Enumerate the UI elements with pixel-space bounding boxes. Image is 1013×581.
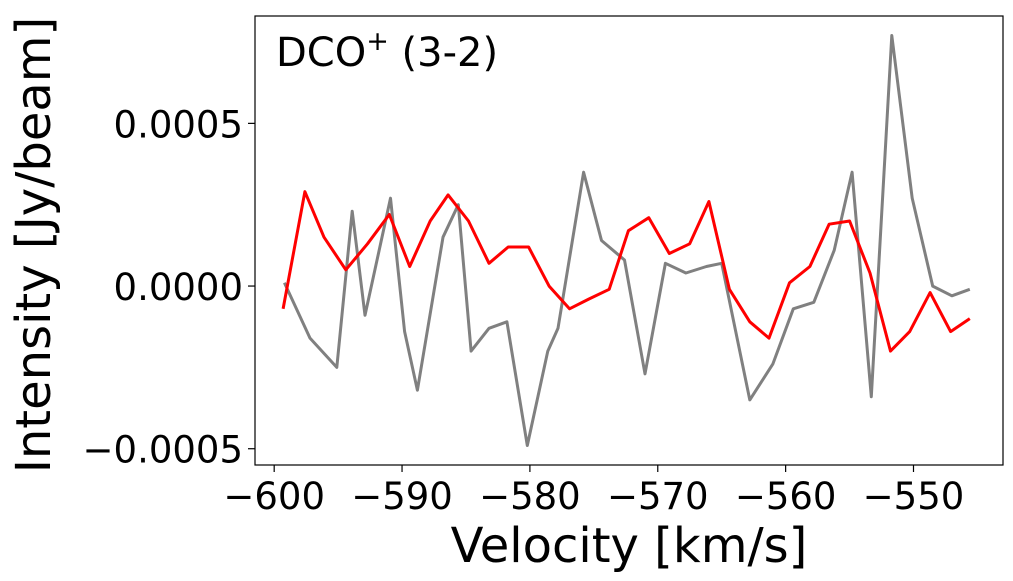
y-tick-label: −0.0005: [83, 429, 243, 472]
plot-frame: [254, 15, 1004, 466]
y-axis-label: Intensity [Jy/beam]: [6, 17, 62, 474]
series-line-2: [281, 190, 971, 353]
y-axis-ticks: 0.0005 0.0000 −0.0005: [83, 103, 255, 472]
plot-layer: [281, 34, 971, 447]
series-line-1: [283, 34, 971, 447]
x-tick-label: −600: [223, 475, 325, 518]
x-tick-label: −560: [735, 475, 837, 518]
x-axis-label: Velocity [km/s]: [451, 518, 808, 574]
x-tick-label: −580: [479, 475, 581, 518]
chart-annotation: DCO+ (3-2): [276, 26, 498, 76]
x-tick-label: −590: [351, 475, 453, 518]
annotation-rest: (3-2): [389, 30, 498, 76]
x-axis-ticks: −600 −590 −580 −570 −560 −550: [223, 465, 964, 518]
y-tick-label: 0.0000: [114, 266, 243, 309]
x-tick-label: −570: [607, 475, 709, 518]
annotation-main: DCO: [276, 30, 366, 76]
annotation-superscript: +: [366, 26, 389, 57]
x-tick-label: −550: [863, 475, 965, 518]
y-tick-label: 0.0005: [114, 103, 243, 146]
